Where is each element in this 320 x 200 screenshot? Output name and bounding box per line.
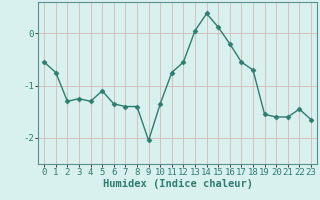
X-axis label: Humidex (Indice chaleur): Humidex (Indice chaleur) <box>103 179 252 189</box>
